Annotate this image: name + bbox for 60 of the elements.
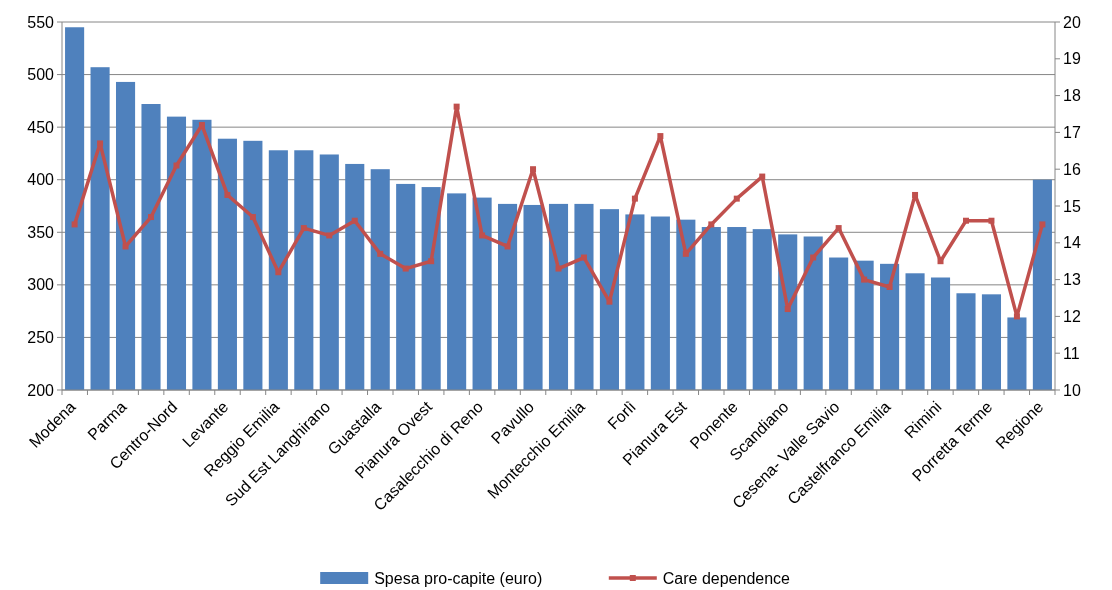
point <box>708 221 715 228</box>
point <box>682 250 689 257</box>
legend-label: Care dependence <box>662 569 791 587</box>
point <box>1013 313 1020 320</box>
y2-tick-label: 19 <box>1063 50 1081 68</box>
point <box>453 103 460 110</box>
point <box>962 217 969 224</box>
y-tick-label: 300 <box>27 276 55 294</box>
y2-tick-label: 15 <box>1063 197 1081 215</box>
point <box>606 298 613 305</box>
legend-label: Spesa pro-capite (euro) <box>374 569 543 587</box>
point <box>224 191 231 198</box>
y-tick-label: 500 <box>27 66 55 84</box>
point <box>300 225 307 232</box>
y2-tick-label: 14 <box>1063 234 1081 252</box>
point <box>937 258 944 265</box>
y2-tick-label: 13 <box>1063 271 1081 289</box>
point <box>97 140 104 147</box>
y-tick-label: 200 <box>27 381 55 399</box>
y2-tick-label: 20 <box>1063 13 1081 31</box>
y2-tick-label: 18 <box>1063 87 1081 105</box>
y-tick-label: 350 <box>27 223 55 241</box>
point <box>479 232 486 239</box>
point <box>428 258 435 265</box>
point <box>759 173 766 180</box>
point <box>810 254 817 261</box>
y2-tick-label: 11 <box>1063 344 1080 362</box>
point <box>530 166 537 173</box>
y2-tick-label: 12 <box>1063 308 1081 325</box>
point <box>988 217 995 224</box>
point <box>275 269 282 276</box>
point <box>377 250 384 257</box>
point <box>122 243 129 250</box>
point <box>733 195 740 202</box>
point <box>861 276 868 283</box>
y-tick-label: 450 <box>27 118 55 136</box>
point <box>580 254 587 261</box>
point <box>631 195 638 202</box>
point <box>198 122 205 129</box>
point <box>402 265 409 272</box>
y2-tick-label: 17 <box>1063 124 1081 141</box>
point <box>148 214 155 221</box>
y-tick-label: 400 <box>27 171 55 189</box>
point <box>173 162 180 169</box>
point <box>912 191 919 198</box>
point <box>504 243 511 250</box>
point <box>71 221 78 228</box>
point <box>886 283 893 290</box>
y2-tick-label: 16 <box>1063 160 1081 178</box>
point <box>351 217 358 224</box>
point <box>657 133 664 140</box>
y-tick-label: 250 <box>27 329 55 347</box>
point <box>555 265 562 272</box>
y-tick-label: 550 <box>27 13 55 31</box>
point <box>835 225 842 232</box>
y2-tick-label: 10 <box>1063 381 1081 399</box>
point <box>784 306 791 313</box>
point <box>326 232 333 239</box>
point <box>1039 221 1046 228</box>
point <box>249 214 256 221</box>
